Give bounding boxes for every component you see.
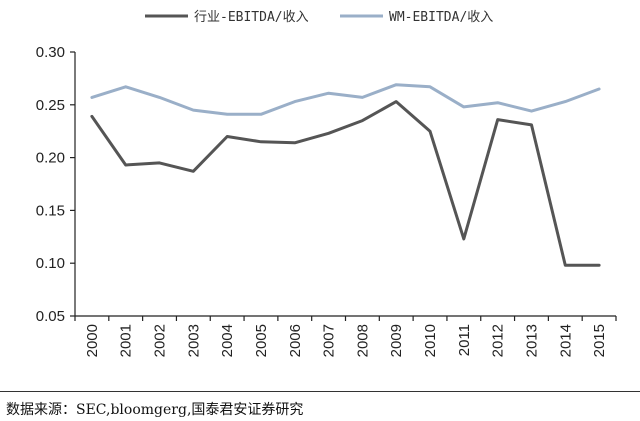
axes xyxy=(74,52,616,317)
x-tick-label: 2003 xyxy=(185,324,202,357)
line-chart: 行业-EBITDA/收入 WM-EBITDA/收入 0.050.100.150.… xyxy=(36,10,617,357)
x-tick-label: 2007 xyxy=(321,324,338,357)
x-tick-label: 2000 xyxy=(84,324,101,357)
x-tick-label: 2011 xyxy=(456,324,473,356)
series-lines xyxy=(90,83,601,267)
x-tick-label: 2005 xyxy=(253,324,270,357)
x-tick-label: 2010 xyxy=(422,324,439,357)
y-tick-label: 0.25 xyxy=(36,97,65,114)
x-tick-label: 2006 xyxy=(287,324,304,357)
x-tick-label: 2013 xyxy=(523,324,540,357)
y-axis-ticks: 0.05 0.10 0.15 0.20 0.25 0.30 xyxy=(36,44,75,325)
legend-label-industry: 行业-EBITDA/收入 xyxy=(194,10,309,25)
series-line-wm xyxy=(90,83,601,116)
x-tick-label: 2012 xyxy=(490,324,507,357)
x-tick-label: 2004 xyxy=(219,324,236,357)
legend: 行业-EBITDA/收入 WM-EBITDA/收入 xyxy=(145,10,493,25)
y-tick-label: 0.15 xyxy=(36,202,65,219)
x-tick-label: 2001 xyxy=(118,324,135,357)
legend-label-wm: WM-EBITDA/收入 xyxy=(389,10,493,25)
x-axis-ticks: 2000 2001 2002 2003 2004 2005 2006 2007 2008 2009… xyxy=(74,316,617,357)
x-tick-label: 2015 xyxy=(591,324,608,357)
x-tick-label: 2002 xyxy=(152,324,169,357)
y-tick-label: 0.30 xyxy=(36,44,65,61)
x-tick-label: 2009 xyxy=(388,324,405,357)
y-tick-label: 0.20 xyxy=(36,150,65,167)
source-note: 数据来源：SEC,bloomgerg,国泰君安证券研究 xyxy=(6,402,304,418)
x-tick-label: 2008 xyxy=(354,324,371,357)
series-line-industry xyxy=(90,100,601,267)
x-tick-label: 2014 xyxy=(557,324,574,357)
y-tick-label: 0.05 xyxy=(36,308,65,325)
y-tick-label: 0.10 xyxy=(36,255,65,272)
source-divider xyxy=(0,391,640,392)
